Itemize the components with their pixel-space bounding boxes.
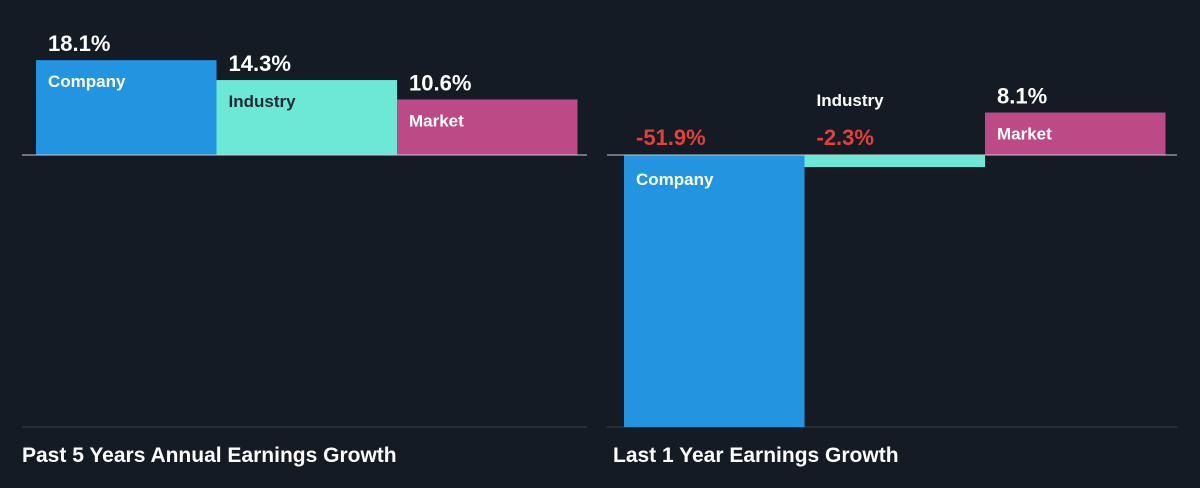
category-label-company-last-1-year: Company (636, 170, 714, 189)
value-label-company-past-5-years: 18.1% (48, 31, 110, 56)
bar-market-last-1-year (985, 112, 1166, 155)
category-label-industry-past-5-years: Industry (229, 92, 297, 111)
chart-title-last-1-year: Last 1 Year Earnings Growth (613, 444, 899, 467)
category-label-market-past-5-years: Market (409, 111, 464, 130)
category-label-market-last-1-year: Market (997, 125, 1052, 144)
category-label-industry-last-1-year: Industry (817, 91, 885, 110)
value-label-industry-past-5-years: 14.3% (229, 51, 291, 76)
value-label-market-last-1-year: 8.1% (997, 84, 1047, 109)
bar-company-last-1-year (624, 155, 805, 427)
value-label-industry-last-1-year: -2.3% (817, 125, 874, 150)
value-label-company-last-1-year: -51.9% (636, 125, 706, 150)
chart-title-past-5-years: Past 5 Years Annual Earnings Growth (22, 444, 397, 467)
bar-company-past-5-years (36, 60, 217, 155)
bar-industry-past-5-years (216, 80, 397, 155)
bar-market-past-5-years (397, 99, 578, 155)
bar-industry-last-1-year (804, 155, 985, 168)
value-label-market-past-5-years: 10.6% (409, 70, 471, 95)
category-label-company-past-5-years: Company (48, 72, 126, 91)
